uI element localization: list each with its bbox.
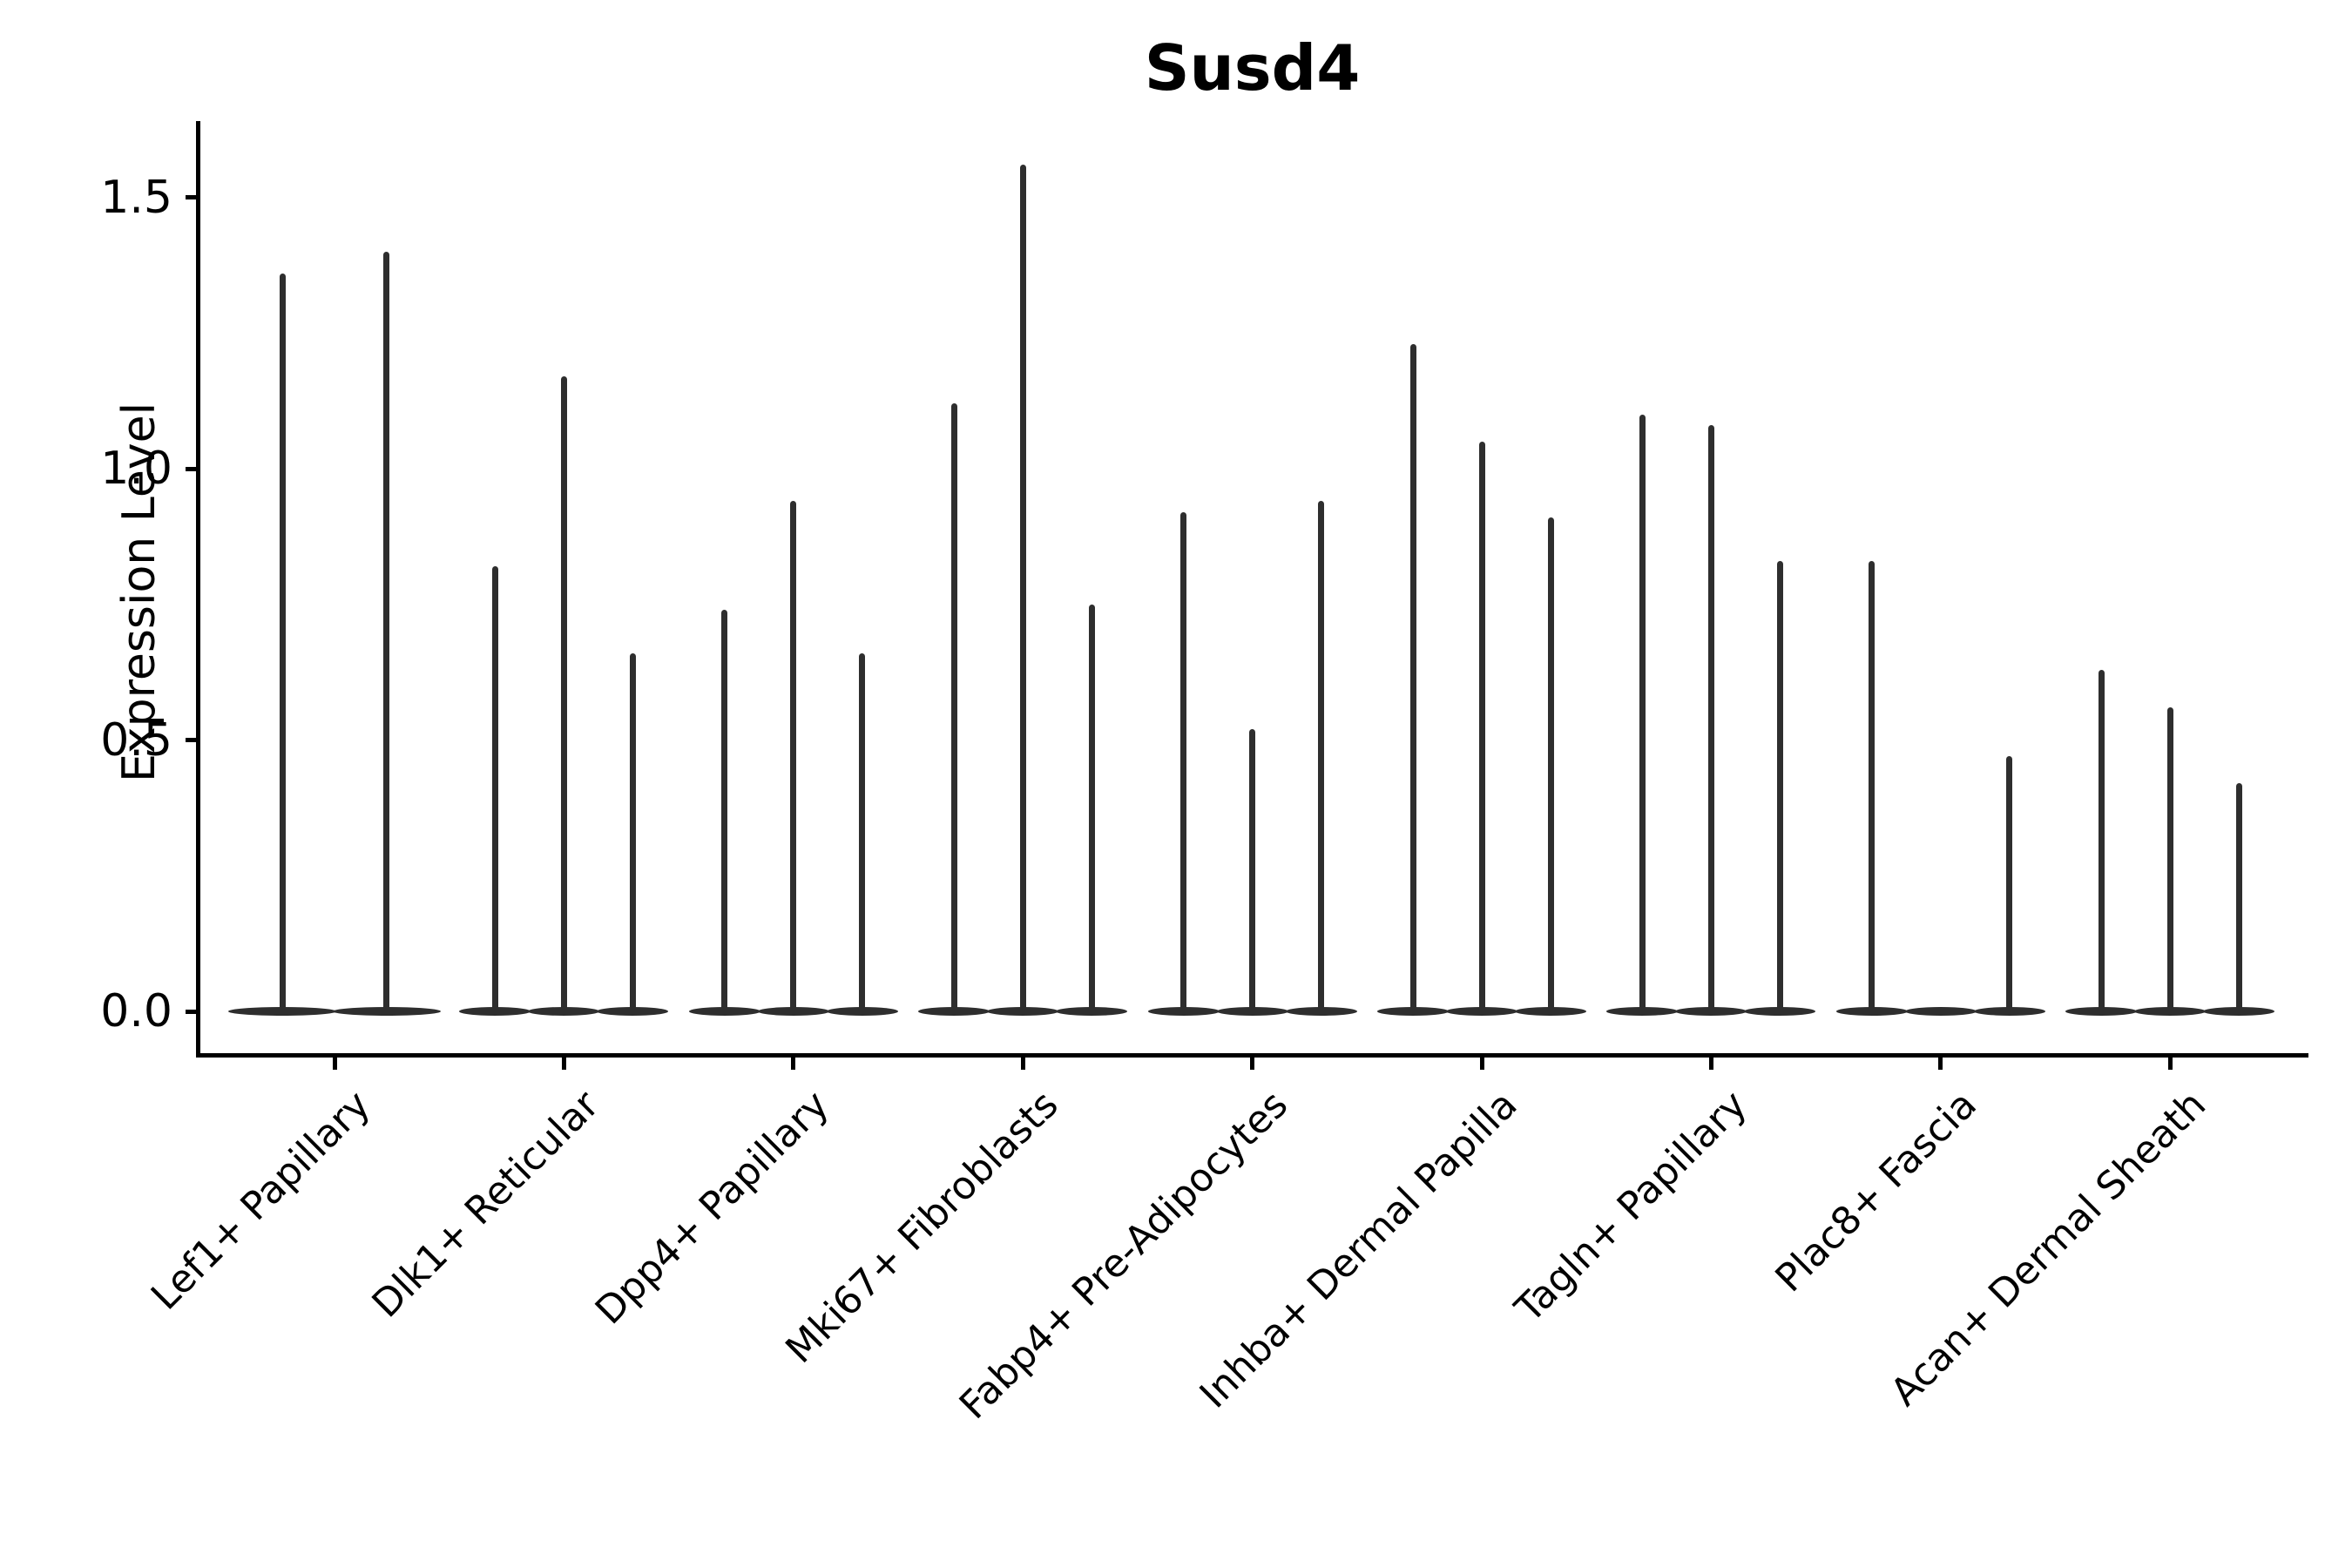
x-tick-mark <box>1020 1053 1025 1070</box>
violin-base <box>332 1007 441 1016</box>
y-tick-label: 1.5 <box>100 171 172 224</box>
violin-base <box>826 1007 898 1016</box>
chart-title: Susd4 <box>1144 31 1361 105</box>
violin-base <box>1147 1007 1220 1016</box>
violin-spike <box>279 273 286 1011</box>
violin-spike <box>2098 669 2105 1011</box>
violin-base <box>1056 1007 1128 1016</box>
violin-spike <box>1409 343 1416 1011</box>
x-tick-label: Dlk1+ Reticular <box>364 1082 609 1327</box>
violin-base <box>1675 1007 1747 1016</box>
violin-base <box>528 1007 600 1016</box>
violin-base <box>987 1007 1059 1016</box>
violin-base <box>1377 1007 1449 1016</box>
violin-base <box>1744 1007 1816 1016</box>
y-tick-mark <box>186 738 199 742</box>
violin-spike <box>2166 707 2173 1011</box>
x-tick-label: Tagln+ Papillary <box>1506 1082 1756 1332</box>
x-tick-mark <box>1250 1053 1255 1070</box>
violin-base <box>2134 1007 2207 1016</box>
y-tick-label: 0.0 <box>100 985 172 1037</box>
violin-base <box>1515 1007 1586 1016</box>
x-tick-mark <box>1708 1053 1713 1070</box>
violin-spike <box>1776 560 1783 1011</box>
y-tick-mark <box>186 195 199 199</box>
violin-base <box>1973 1007 2045 1016</box>
y-tick-mark <box>186 466 199 471</box>
violin-base <box>688 1007 760 1016</box>
violin-spike <box>950 403 957 1011</box>
violin-spike <box>1547 517 1554 1011</box>
violin-spike <box>1180 511 1187 1011</box>
violin-spike <box>2235 783 2242 1011</box>
violin-base <box>1216 1007 1288 1016</box>
violin-spike <box>1019 165 1026 1011</box>
violin-spike <box>790 501 797 1011</box>
violin-base <box>228 1007 337 1016</box>
x-tick-label: Dpp4+ Papillary <box>586 1082 838 1334</box>
y-tick-mark <box>186 1009 199 1014</box>
violin-spike <box>1478 441 1485 1011</box>
x-tick-mark <box>1479 1053 1484 1070</box>
violin-spike <box>721 609 728 1011</box>
x-tick-label: Plac8+ Fascia <box>1766 1082 1985 1301</box>
violin-spike <box>859 652 866 1011</box>
violin-base <box>459 1007 531 1016</box>
x-tick-mark <box>561 1053 566 1070</box>
violin-spike <box>1318 501 1325 1011</box>
violin-spike <box>1088 604 1095 1011</box>
violin-spike <box>383 251 390 1011</box>
violin-spike <box>629 652 636 1011</box>
violin-spike <box>1639 414 1646 1011</box>
x-tick-mark <box>2167 1053 2173 1070</box>
y-axis-spine <box>196 121 200 1058</box>
x-tick-mark <box>332 1053 337 1070</box>
violin-spike <box>560 376 567 1011</box>
violin-spike <box>2006 756 2013 1011</box>
violin-base <box>2203 1007 2275 1016</box>
x-tick-label: Lef1+ Papillary <box>142 1082 379 1319</box>
violin-base <box>1606 1007 1679 1016</box>
violin-spike <box>1707 425 1714 1011</box>
violin-spike <box>1249 729 1256 1011</box>
violin-base <box>1285 1007 1357 1016</box>
violin-base <box>1446 1007 1517 1016</box>
violin-base <box>1904 1007 1977 1016</box>
violin-base <box>1835 1007 1908 1016</box>
violin-spike <box>491 566 498 1011</box>
y-tick-label: 0.5 <box>100 713 172 767</box>
violin-base <box>597 1007 669 1016</box>
violin-base <box>2065 1007 2138 1016</box>
violin-spike <box>1869 560 1876 1011</box>
violin-base <box>757 1007 829 1016</box>
x-tick-mark <box>1938 1053 1943 1070</box>
violin-base <box>918 1007 990 1016</box>
y-tick-label: 1.0 <box>100 443 172 495</box>
x-tick-mark <box>791 1053 796 1070</box>
